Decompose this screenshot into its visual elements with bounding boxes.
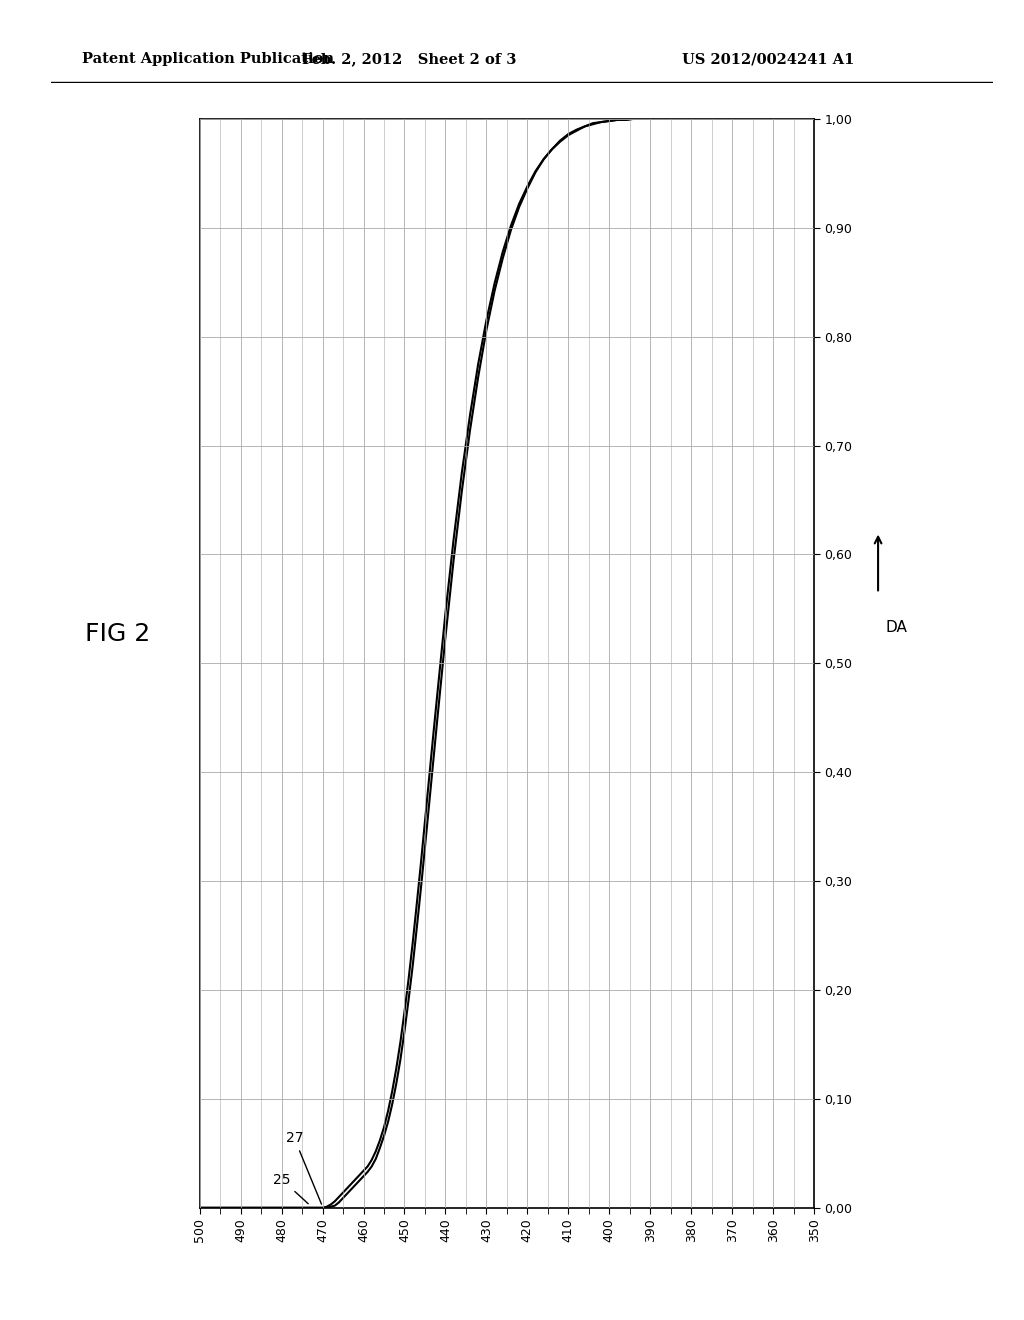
Text: FIG 2: FIG 2 <box>85 622 151 645</box>
Text: 25: 25 <box>273 1173 308 1204</box>
Text: Feb. 2, 2012   Sheet 2 of 3: Feb. 2, 2012 Sheet 2 of 3 <box>302 53 517 66</box>
Text: Patent Application Publication: Patent Application Publication <box>82 53 334 66</box>
Text: 27: 27 <box>286 1131 322 1204</box>
Text: DA: DA <box>886 619 907 635</box>
Text: US 2012/0024241 A1: US 2012/0024241 A1 <box>682 53 854 66</box>
